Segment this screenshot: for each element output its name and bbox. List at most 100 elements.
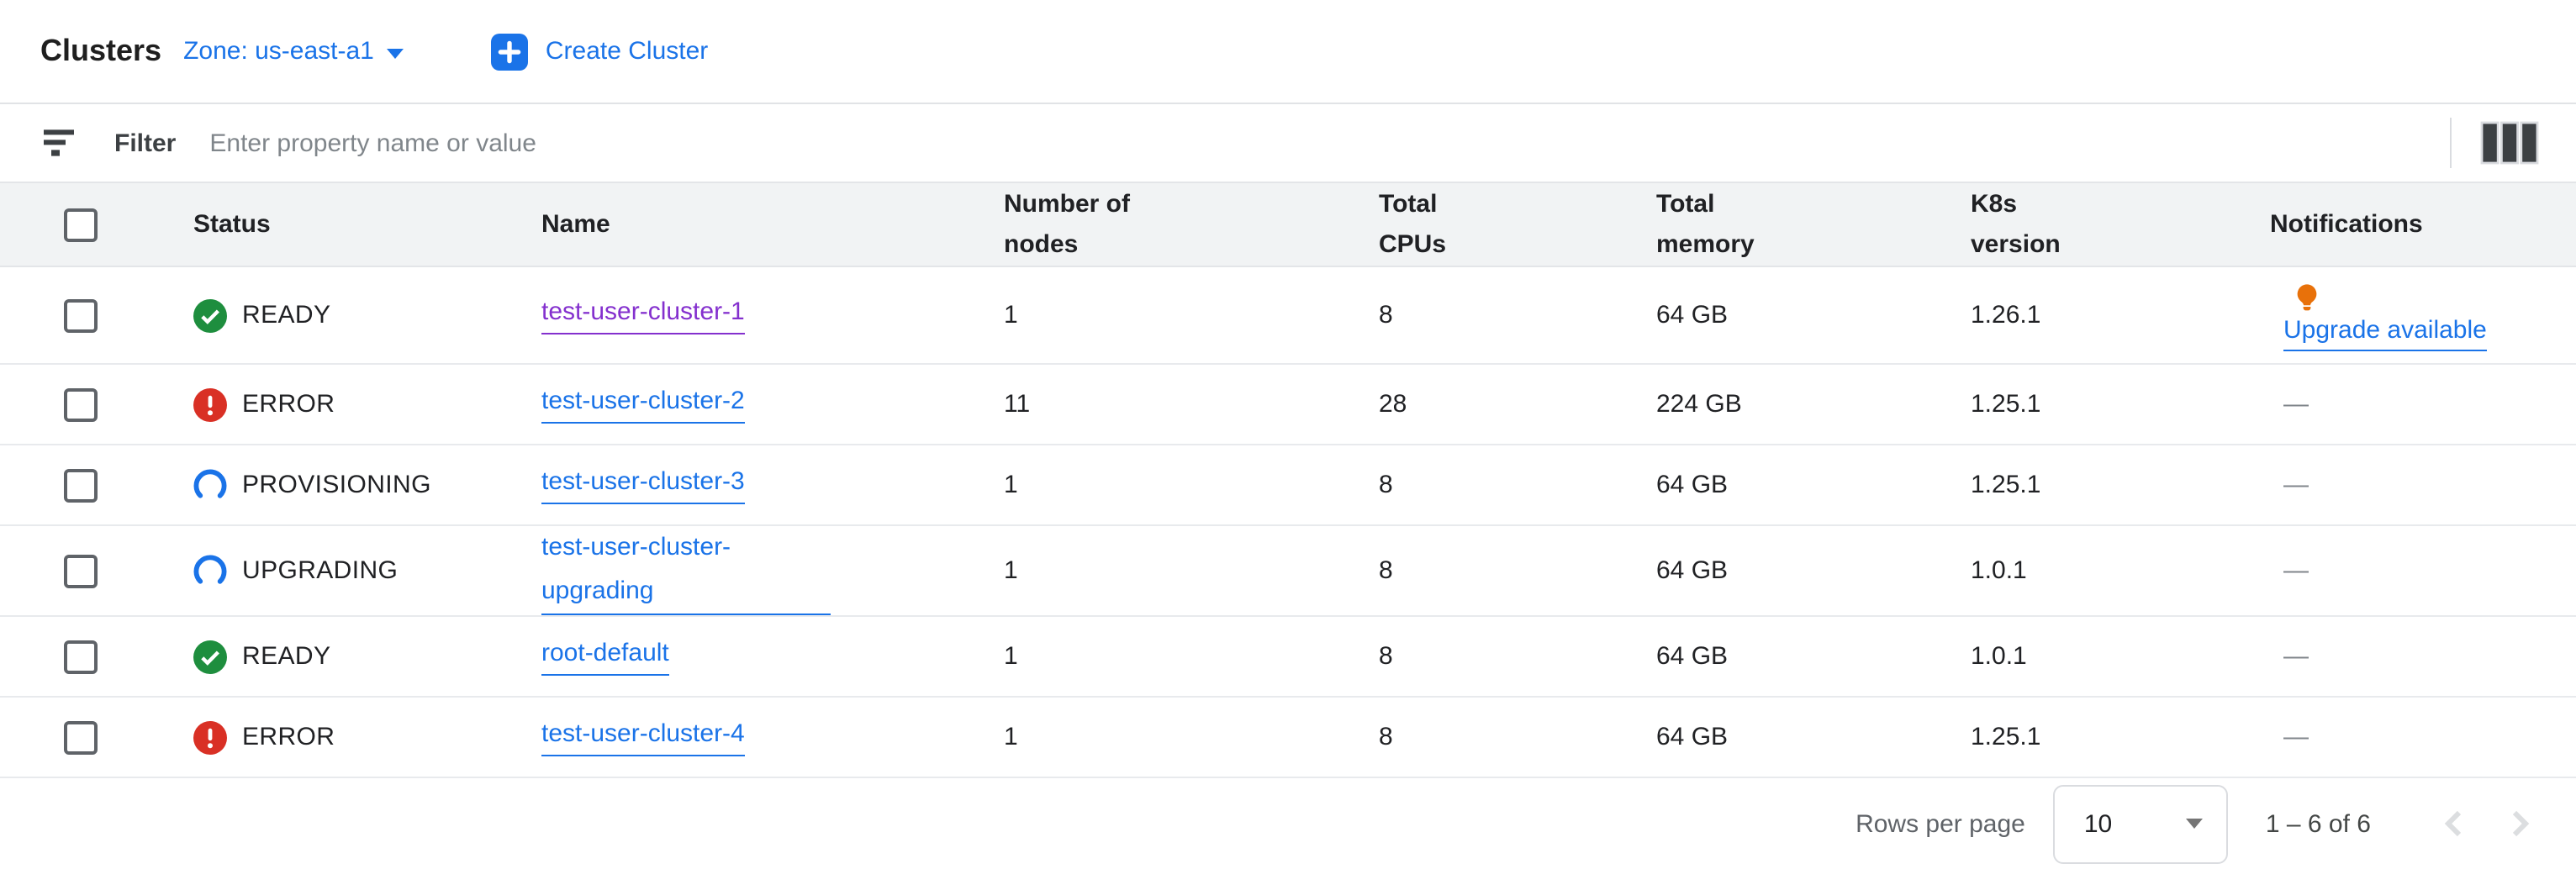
column-header-nodes: Number of nodes	[1004, 190, 1130, 259]
cluster-name-link[interactable]: test-user-cluster-3	[541, 466, 745, 504]
rows-per-page-select[interactable]: 10	[2053, 784, 2229, 863]
k8s-version-cell: 1.25.1	[1971, 390, 2041, 419]
rows-per-page-value: 10	[2083, 809, 2113, 838]
nodes-cell: 1	[1004, 556, 1018, 585]
status-cell: READY	[193, 640, 541, 673]
rows-per-page-label: Rows per page	[1855, 809, 2025, 838]
status-cell: PROVISIONING	[193, 468, 541, 502]
next-page-button[interactable]	[2499, 803, 2539, 844]
memory-cell: 64 GB	[1656, 556, 1729, 585]
filter-label[interactable]: Filter	[114, 129, 177, 157]
filter-bar: Filter	[0, 104, 2576, 182]
cpus-cell: 8	[1379, 642, 1393, 671]
k8s-version-cell: 1.25.1	[1971, 471, 2041, 499]
pagination-bar: Rows per page 10 1 – 6 of 6	[0, 778, 2576, 869]
row-checkbox[interactable]	[64, 554, 98, 587]
notification-link[interactable]: Upgrade available	[2283, 314, 2487, 352]
status-label: ERROR	[242, 723, 335, 751]
check-circle-icon	[193, 640, 227, 673]
column-header-cpus: Total CPUs	[1379, 190, 1447, 259]
row-checkbox[interactable]	[64, 720, 98, 754]
progress-arc-icon	[193, 468, 227, 502]
check-circle-icon	[193, 298, 227, 332]
empty-notification-dash: —	[2283, 556, 2309, 585]
empty-notification-dash: —	[2283, 642, 2309, 671]
table-row: READY root-default 1 8 64 GB 1.0.1 —	[0, 617, 2576, 698]
memory-cell: 64 GB	[1656, 723, 1729, 751]
k8s-version-cell: 1.25.1	[1971, 723, 2041, 751]
column-header-name: Name	[541, 209, 610, 239]
empty-notification-dash: —	[2283, 471, 2309, 499]
row-checkbox[interactable]	[64, 298, 98, 332]
table-row: READY test-user-cluster-1 1 8 64 GB 1.26…	[0, 267, 2576, 365]
previous-page-button[interactable]	[2435, 803, 2475, 844]
nodes-cell: 1	[1004, 301, 1018, 329]
cpus-cell: 28	[1379, 390, 1407, 419]
memory-cell: 64 GB	[1656, 471, 1729, 499]
table-header-row: Status Name Number of nodes Total CPUs T…	[0, 182, 2576, 267]
status-cell: ERROR	[193, 387, 541, 421]
column-display-options-button[interactable]	[2477, 118, 2542, 168]
cluster-name-link[interactable]: test-user-cluster-2	[541, 386, 745, 424]
cluster-name-link[interactable]: test-user-cluster-upgrading	[541, 526, 831, 615]
zone-selector[interactable]: Zone: us-east-a1	[183, 37, 404, 66]
cpus-cell: 8	[1379, 723, 1393, 751]
create-cluster-label: Create Cluster	[545, 37, 709, 66]
cluster-name-link[interactable]: root-default	[541, 638, 669, 676]
progress-arc-icon	[193, 554, 227, 587]
column-header-memory: Total memory	[1656, 190, 1755, 259]
toolbar-divider	[2450, 118, 2452, 168]
status-label: PROVISIONING	[242, 471, 431, 499]
create-cluster-button[interactable]: Create Cluster	[491, 33, 709, 70]
clusters-table: Status Name Number of nodes Total CPUs T…	[0, 182, 2576, 778]
k8s-version-cell: 1.0.1	[1971, 556, 2027, 585]
nodes-cell: 11	[1004, 390, 1031, 419]
status-label: UPGRADING	[242, 556, 399, 585]
page-title: Clusters	[40, 34, 162, 67]
select-all-checkbox[interactable]	[64, 208, 98, 241]
table-row: ERROR test-user-cluster-2 11 28 224 GB 1…	[0, 365, 2576, 445]
empty-notification-dash: —	[2283, 723, 2309, 751]
memory-cell: 64 GB	[1656, 642, 1729, 671]
chevron-down-icon	[2186, 819, 2204, 829]
status-cell: UPGRADING	[193, 554, 541, 587]
table-row: PROVISIONING test-user-cluster-3 1 8 64 …	[0, 445, 2576, 526]
table-row: ERROR test-user-cluster-4 1 8 64 GB 1.25…	[0, 698, 2576, 778]
table-row: UPGRADING test-user-cluster-upgrading 1 …	[0, 526, 2576, 617]
zone-selector-label: Zone: us-east-a1	[183, 37, 374, 66]
error-circle-icon	[193, 720, 227, 754]
chevron-right-icon	[2499, 803, 2539, 844]
status-label: READY	[242, 301, 331, 329]
nodes-cell: 1	[1004, 471, 1018, 499]
memory-cell: 224 GB	[1656, 390, 1742, 419]
row-checkbox[interactable]	[64, 640, 98, 673]
k8s-version-cell: 1.0.1	[1971, 642, 2027, 671]
status-label: READY	[242, 642, 331, 671]
page-header: Clusters Zone: us-east-a1 Create Cluster	[0, 0, 2576, 104]
cpus-cell: 8	[1379, 556, 1393, 585]
column-header-k8s-version: K8s version	[1971, 190, 2061, 259]
notification-cell: Upgrade available	[2283, 274, 2576, 357]
cpus-cell: 8	[1379, 471, 1393, 499]
column-header-notifications: Notifications	[2270, 209, 2423, 239]
memory-cell: 64 GB	[1656, 301, 1729, 329]
k8s-version-cell: 1.26.1	[1971, 301, 2041, 329]
chevron-down-icon	[387, 48, 404, 58]
cpus-cell: 8	[1379, 301, 1393, 329]
status-cell: ERROR	[193, 720, 541, 754]
page-range-label: 1 – 6 of 6	[2265, 809, 2371, 838]
filter-input[interactable]	[206, 127, 2450, 159]
cluster-name-link[interactable]: test-user-cluster-4	[541, 719, 745, 756]
chevron-left-icon	[2435, 803, 2475, 844]
nodes-cell: 1	[1004, 642, 1018, 671]
row-checkbox[interactable]	[64, 387, 98, 421]
column-header-status: Status	[193, 209, 271, 239]
row-checkbox[interactable]	[64, 468, 98, 502]
cluster-name-link[interactable]: test-user-cluster-1	[541, 297, 745, 334]
status-label: ERROR	[242, 390, 335, 419]
status-cell: READY	[193, 298, 541, 332]
nodes-cell: 1	[1004, 723, 1018, 751]
error-circle-icon	[193, 387, 227, 421]
filter-icon[interactable]	[40, 128, 77, 158]
